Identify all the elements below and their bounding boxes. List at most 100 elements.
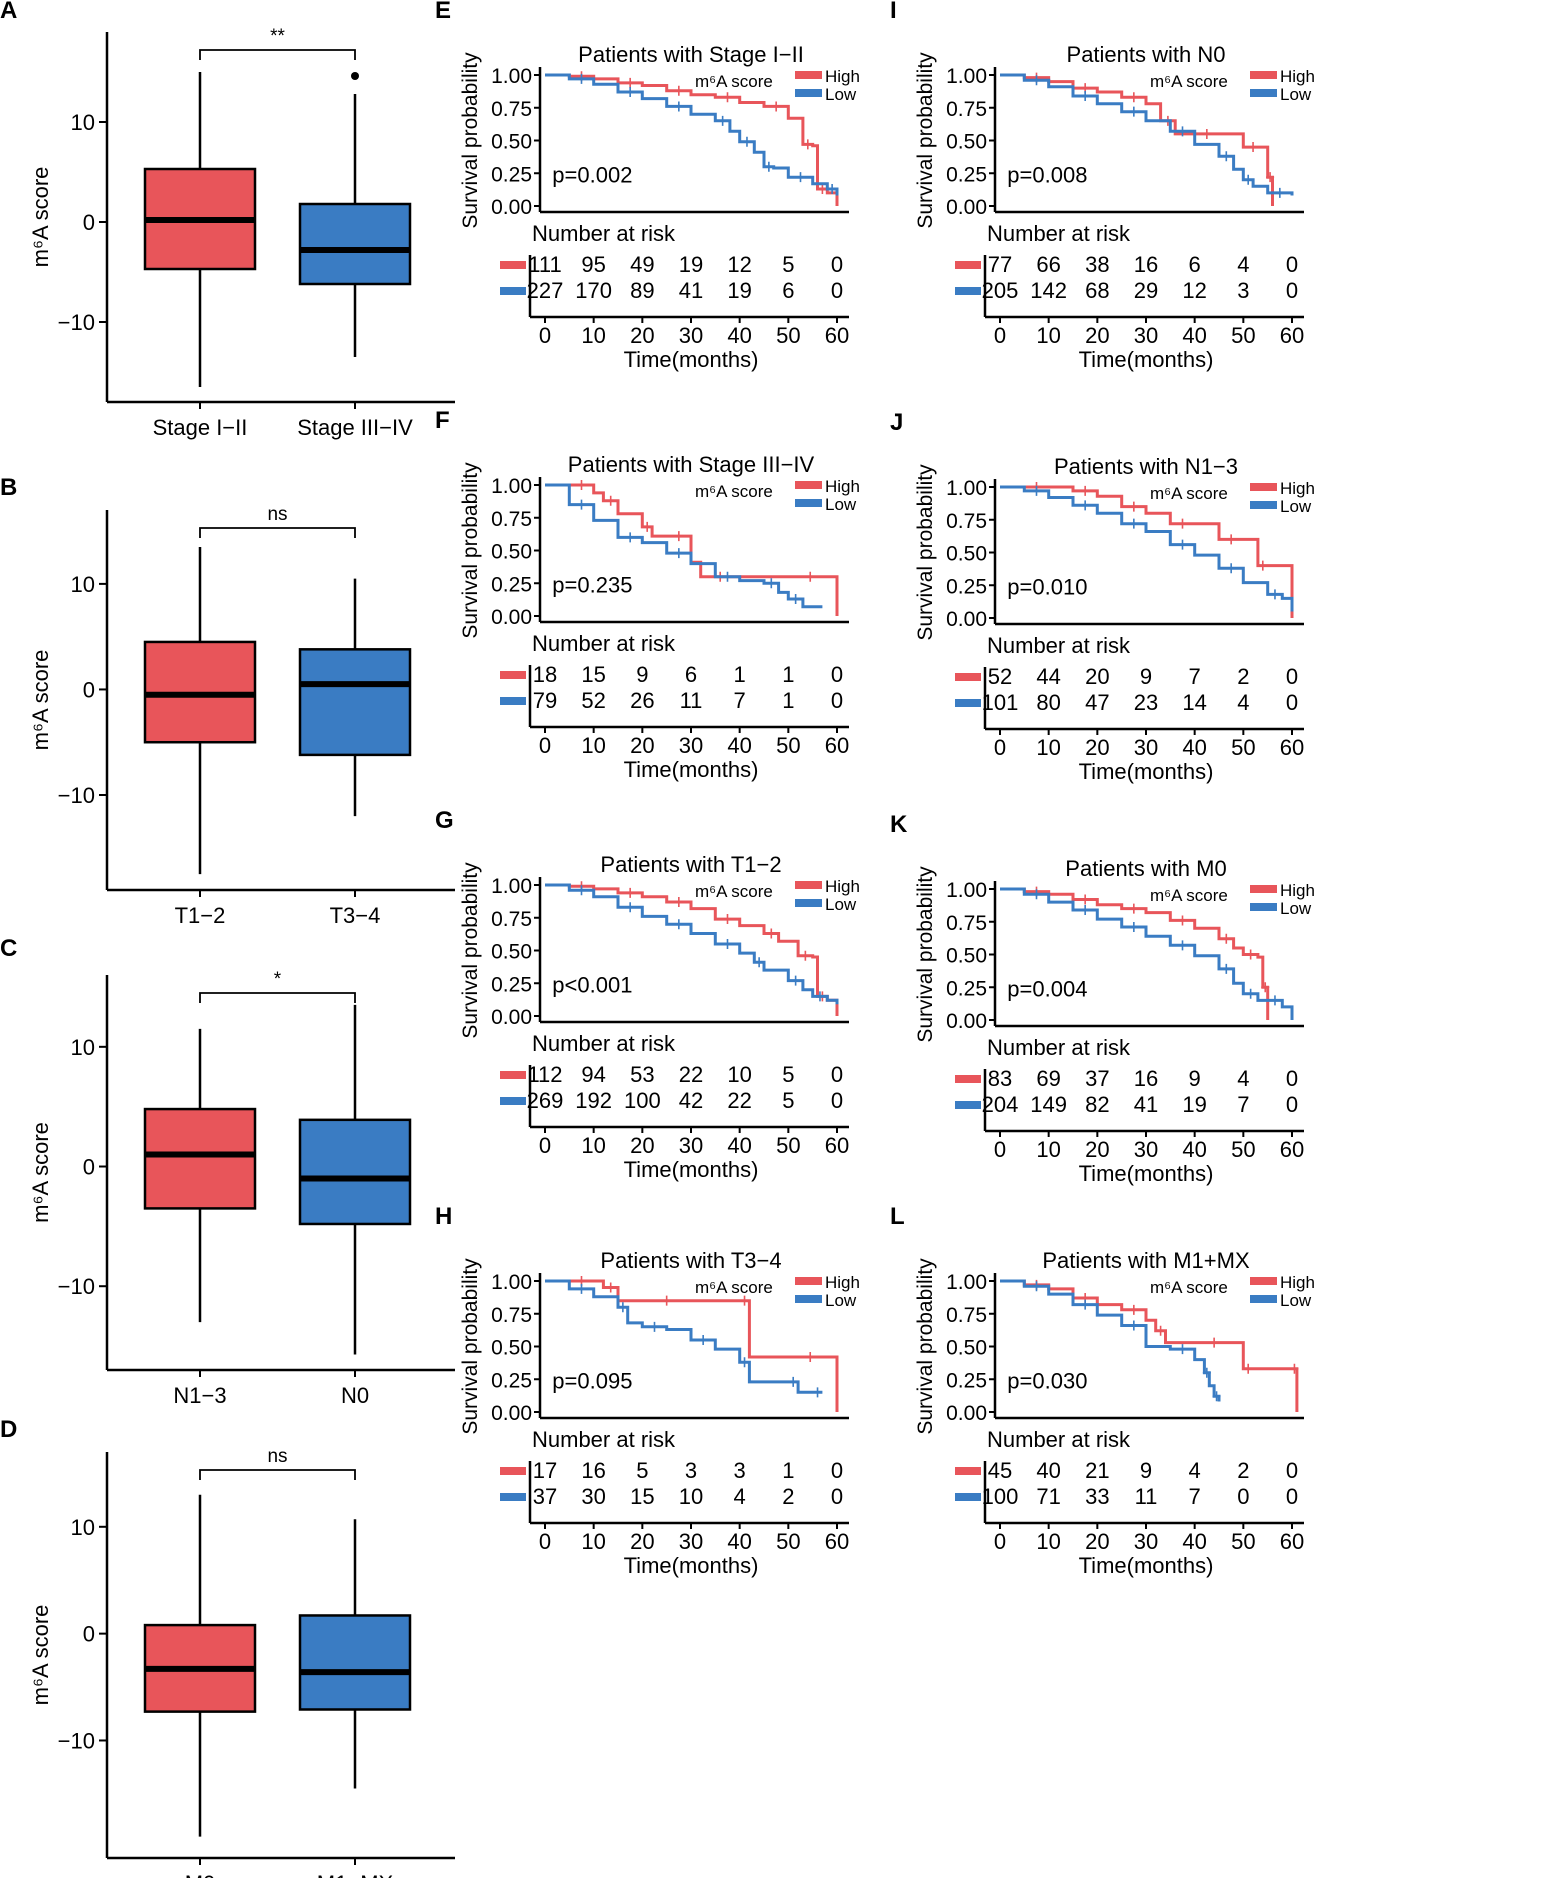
legend-label-high: High: [1280, 479, 1315, 498]
risk-count-low: 12: [1182, 278, 1206, 303]
risk-count-low: 68: [1085, 278, 1109, 303]
significance-bracket: [199, 992, 356, 1003]
risk-count-high: 1: [782, 662, 794, 687]
risk-count-low: 19: [727, 278, 751, 303]
censor-mark: [1032, 485, 1041, 496]
legend-swatch-low: [1250, 903, 1277, 911]
risk-count-low: 11: [1135, 1484, 1158, 1509]
risk-count-low: 22: [727, 1088, 751, 1113]
significance-label: ns: [267, 1446, 287, 1467]
km-panel-i: I Patients with N0 0.00 0.25 0.50 0.75 1.00 Sur…: [890, 0, 1315, 372]
y-tick-label: −10: [58, 1274, 95, 1299]
risk-count-low: 4: [734, 1484, 746, 1509]
risk-count-high: 111: [528, 252, 561, 277]
risk-count-low: 41: [1134, 1092, 1158, 1117]
censor-mark: [662, 1295, 671, 1306]
km-curve-low: [545, 1279, 823, 1394]
risk-count-high: 2: [1237, 1458, 1249, 1483]
risk-count-high: 16: [1134, 1066, 1158, 1091]
risk-swatch-high: [955, 673, 981, 681]
km-curve-high: [545, 73, 839, 206]
risk-swatch-low: [955, 1101, 981, 1109]
risk-count-low: 52: [581, 688, 605, 713]
censor-mark: [1081, 485, 1090, 496]
chart-title: Patients with Stage I−II: [578, 42, 804, 67]
risk-table-title: Number at risk: [532, 1427, 676, 1452]
panel-letter: H: [435, 1203, 452, 1230]
risk-swatch-low: [955, 1493, 981, 1501]
risk-count-low: 101: [982, 690, 1019, 715]
x-tick-label: 60: [1280, 323, 1304, 348]
censor-mark: [626, 87, 635, 98]
censor-mark: [1129, 1304, 1138, 1315]
risk-swatch-high: [955, 1075, 981, 1083]
p-value: p=0.004: [1007, 976, 1087, 1001]
km-panel-e: E Patients with Stage I−II 0.00 0.25 0.50 0.7…: [435, 0, 860, 372]
risk-count-low: 79: [533, 688, 557, 713]
legend-label-low: Low: [1280, 85, 1312, 104]
y-tick-label: 0.25: [946, 1369, 987, 1392]
y-tick-label: 0.50: [491, 541, 532, 564]
x-axis-label: Time(months): [624, 757, 759, 782]
legend-swatch-low: [795, 1295, 822, 1303]
y-tick-label: 0.50: [946, 1337, 987, 1360]
km-panel-j: J Patients with N1−3 0.00 0.25 0.50 0.75 1.00 S…: [890, 409, 1315, 784]
censor-mark: [806, 1351, 815, 1362]
risk-count-low: 0: [831, 1484, 843, 1509]
y-tick-label: 0.00: [491, 1402, 532, 1425]
legend-title: m⁶A score: [1150, 886, 1228, 905]
km-series-high: [1000, 886, 1270, 1020]
y-tick-label: 0.25: [946, 163, 987, 186]
censor-mark: [1081, 500, 1090, 511]
risk-count-high: 0: [1286, 664, 1298, 689]
risk-count-high: 7: [1189, 664, 1201, 689]
censor-mark: [755, 957, 764, 968]
censor-mark: [1032, 75, 1041, 86]
risk-count-low: 26: [630, 688, 654, 713]
risk-count-high: 20: [1085, 664, 1109, 689]
risk-count-high: 112: [527, 1062, 562, 1087]
risk-swatch-high: [955, 261, 981, 269]
censor-mark: [1227, 563, 1236, 574]
panel-letter: D: [0, 1416, 17, 1443]
x-tick-label: 20: [630, 733, 654, 758]
risk-table-title: Number at risk: [987, 633, 1131, 658]
legend-title: m⁶A score: [1150, 484, 1228, 503]
y-tick-label: 1.00: [946, 477, 987, 500]
risk-count-high: 9: [1140, 664, 1152, 689]
y-tick-label: 10: [71, 110, 95, 135]
censor-mark: [1210, 1337, 1219, 1348]
risk-swatch-low: [955, 699, 981, 707]
km-curve-low: [545, 73, 839, 196]
x-tick-label: 50: [1231, 735, 1255, 760]
box-iqr: [298, 648, 412, 757]
box-low: N0: [298, 1004, 412, 1408]
risk-count-high: 3: [685, 1458, 697, 1483]
x-tick-label: 60: [1280, 1137, 1304, 1162]
legend-swatch-high: [795, 881, 822, 889]
risk-count-low: 0: [1286, 690, 1298, 715]
km-series-low: [1000, 485, 1294, 612]
risk-count-high: 17: [533, 1458, 557, 1483]
legend-label-high: High: [825, 67, 860, 86]
panel-letter: E: [435, 0, 451, 24]
censor-mark: [791, 593, 800, 604]
km-series-low: [545, 483, 823, 609]
risk-count-low: 170: [575, 278, 612, 303]
y-tick-label: 0.00: [491, 196, 532, 219]
chart-title: Patients with Stage III−IV: [568, 452, 815, 477]
significance-label: ns: [267, 504, 287, 525]
risk-count-low: 7: [1189, 1484, 1201, 1509]
km-curve-low: [545, 883, 839, 1005]
x-tick-label: 50: [776, 733, 800, 758]
risk-count-low: 80: [1036, 690, 1060, 715]
legend-label-high: High: [825, 1273, 860, 1292]
censor-mark: [796, 172, 805, 183]
x-tick-label: 60: [825, 323, 849, 348]
risk-count-high: 6: [1189, 252, 1201, 277]
y-tick-label: 0.75: [946, 98, 987, 121]
box-low: Stage III−IV: [297, 72, 413, 440]
x-tick-label: 30: [679, 323, 703, 348]
x-tick-label: 10: [581, 1133, 605, 1158]
